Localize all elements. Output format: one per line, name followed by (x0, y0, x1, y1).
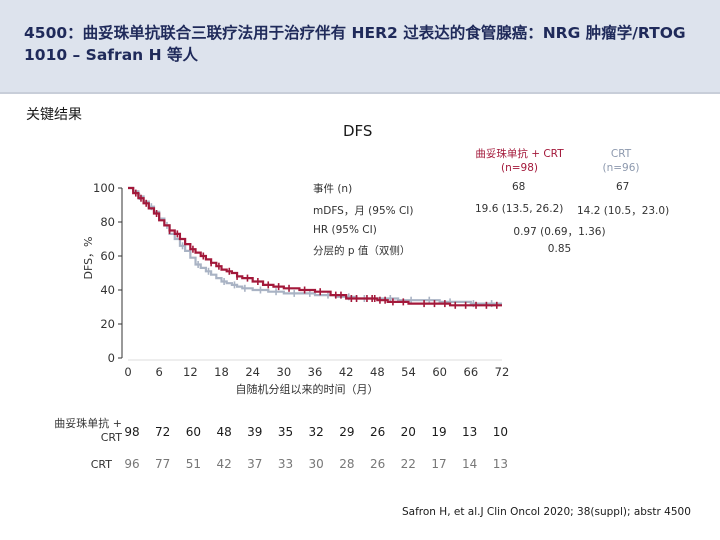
x-tick-label: 12 (183, 365, 198, 379)
risk-table-value: 37 (247, 457, 262, 471)
stat-events-arm1: 68 (512, 181, 526, 193)
x-tick-label: 66 (464, 365, 479, 379)
y-axis-title: DFS，% (82, 236, 95, 279)
risk-table-value: 32 (309, 425, 324, 439)
y-tick-label: 20 (100, 317, 115, 331)
risk-table-value: 26 (370, 425, 385, 439)
risk-table-value: 17 (431, 457, 446, 471)
x-tick-label: 42 (339, 365, 354, 379)
x-axis-title: 自随机分组以来的时间（月） (236, 382, 379, 396)
risk-table-value: 30 (309, 457, 324, 471)
legend-arm-crt: CRT (n=96) (602, 148, 640, 174)
citation: Safron H, et al.J Clin Oncol 2020; 38(su… (402, 506, 691, 518)
risk-table-value: 13 (462, 425, 477, 439)
stat-events-arm2: 67 (616, 181, 630, 193)
risk-table-value: 29 (339, 425, 354, 439)
stat-mdfs-arm1: 19.6 (13.5, 26.2) (475, 203, 564, 215)
stat-label-mdfs: mDFS，月 (95% CI) (313, 205, 414, 217)
x-tick-label: 48 (370, 365, 385, 379)
risk-table-value: 28 (339, 457, 354, 471)
risk-table-value: 35 (278, 425, 293, 439)
stat-label-events: 事件 (n) (313, 183, 353, 195)
risk-table-value: 13 (493, 457, 508, 471)
x-tick-label: 6 (156, 365, 163, 379)
risk-table-value: 96 (124, 457, 139, 471)
x-tick-label: 0 (124, 365, 131, 379)
y-tick-label: 40 (100, 283, 115, 297)
y-tick-label: 100 (93, 181, 115, 195)
stat-p-value: 0.85 (547, 243, 572, 255)
stat-label-p: 分层的 p 值（双侧） (313, 245, 411, 257)
risk-row-label-trastuzumab: 曲妥珠单抗 + CRT (54, 417, 122, 444)
stat-label-hr: HR (95% CI) (313, 224, 377, 236)
y-tick-label: 60 (100, 249, 115, 263)
stat-mdfs-arm2: 14.2 (10.5，23.0) (577, 205, 670, 217)
risk-table-value: 39 (247, 425, 262, 439)
x-tick-label: 18 (214, 365, 229, 379)
risk-table-value: 20 (401, 425, 416, 439)
risk-table-value: 26 (370, 457, 385, 471)
risk-table-value: 19 (431, 425, 446, 439)
slide-title: 4500：曲妥珠单抗联合三联疗法用于治疗伴有 HER2 过表达的食管腺癌：NRG… (24, 24, 686, 64)
x-tick-label: 54 (401, 365, 416, 379)
km-curve-trastuzumab-crt (128, 186, 502, 307)
risk-table-value: 72 (155, 425, 170, 439)
x-tick-label: 24 (245, 365, 260, 379)
risk-table-value: 10 (493, 425, 508, 439)
risk-table-value: 22 (401, 457, 416, 471)
risk-table-value: 33 (278, 457, 293, 471)
x-tick-label: 60 (432, 365, 447, 379)
y-tick-label: 0 (108, 351, 115, 365)
stat-hr-value: 0.97 (0.69，1.36) (513, 226, 606, 238)
risk-table-value: 60 (186, 425, 201, 439)
risk-row-label-crt: CRT (90, 458, 112, 471)
risk-table-value: 51 (186, 457, 201, 471)
legend-arm-trastuzumab: 曲妥珠单抗 + CRT (n=98) (475, 148, 564, 174)
risk-table-value: 42 (216, 457, 231, 471)
y-tick-label: 80 (100, 215, 115, 229)
risk-table-value: 48 (216, 425, 231, 439)
x-tick-label: 36 (308, 365, 323, 379)
title-banner (0, 0, 720, 92)
risk-table-value: 14 (462, 457, 477, 471)
x-tick-label: 30 (277, 365, 292, 379)
section-heading: 关键结果 (26, 107, 82, 123)
x-tick-label: 72 (495, 365, 510, 379)
banner-divider (0, 92, 720, 94)
risk-table-value: 77 (155, 457, 170, 471)
chart-title: DFS (343, 122, 373, 140)
risk-table-value: 98 (124, 425, 139, 439)
